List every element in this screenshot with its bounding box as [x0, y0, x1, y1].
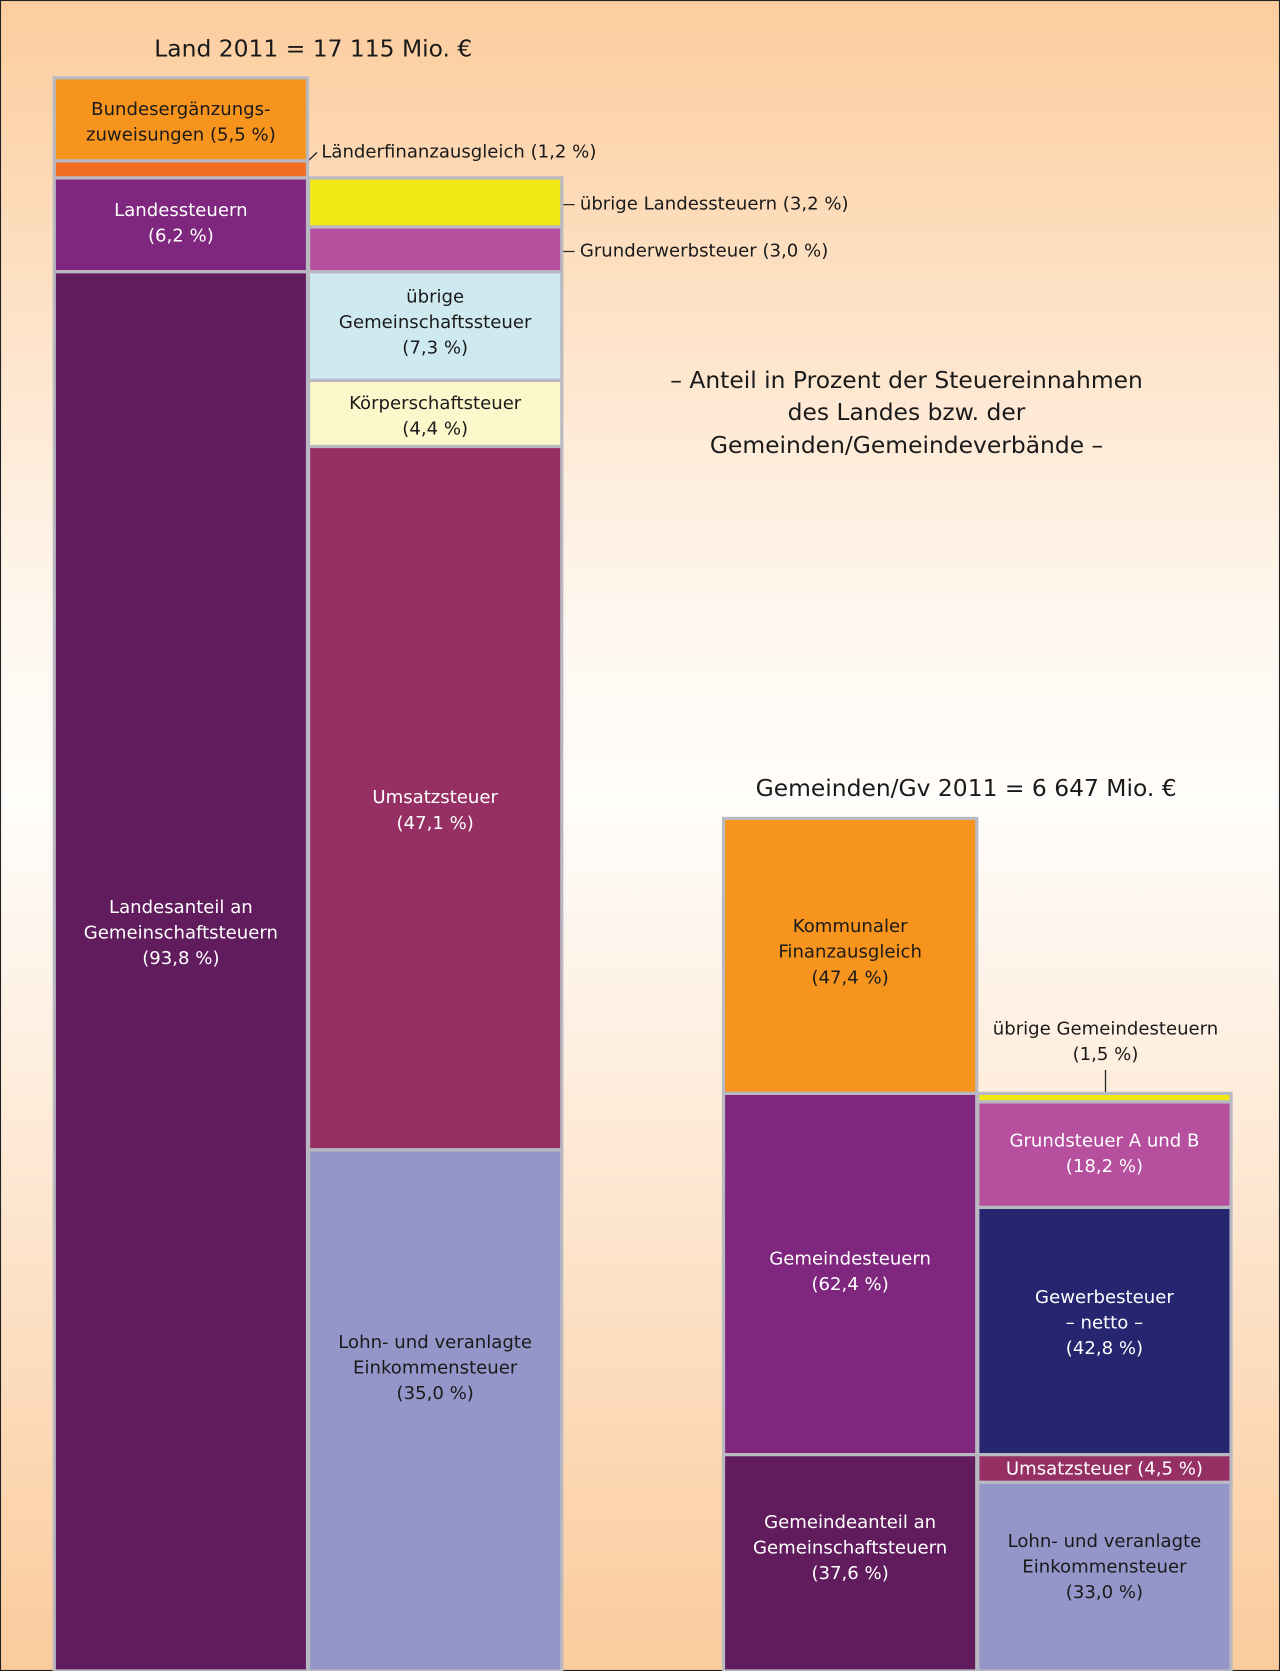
block-label: (4,4 %)	[402, 418, 468, 439]
block-label: Gemeinschaftsteuern	[753, 1537, 947, 1558]
callout: Länderfinanzausgleich (1,2 %)	[321, 141, 596, 162]
block-label: Gemeindesteuern	[769, 1249, 931, 1270]
callout: Grunderwerbsteuer (3,0 %)	[580, 240, 828, 261]
block-label: Kommunaler	[793, 916, 908, 937]
block-label: Landesanteil an	[109, 897, 253, 918]
block-label: (33,0 %)	[1066, 1582, 1143, 1603]
block	[52, 270, 310, 1671]
subtitle: des Landes bzw. der	[788, 398, 1026, 426]
block	[52, 176, 310, 274]
block	[306, 1148, 564, 1671]
block-label: – netto –	[1066, 1313, 1143, 1334]
subtitle: Gemeinden/Gemeindeverbände –	[710, 431, 1103, 459]
callout: übrige Landessteuern (3,2 %)	[580, 194, 849, 215]
block-label: Gemeindeanteil an	[764, 1512, 936, 1533]
block-label: Körperschaftsteuer	[349, 393, 522, 414]
blocks: Bundesergänzungs-zuweisungen (5,5 %) Land…	[52, 76, 1233, 1671]
block-label: (37,6 %)	[811, 1563, 888, 1584]
subtitle: – Anteil in Prozent der Steuereinnahmen	[670, 366, 1143, 394]
block	[52, 159, 310, 180]
block	[976, 1100, 1233, 1210]
block-label: Lohn- und veranlagte	[1008, 1531, 1202, 1552]
block-label: (47,1 %)	[397, 813, 474, 834]
block-label: (62,4 %)	[811, 1274, 888, 1295]
block-label: (93,8 %)	[142, 948, 219, 969]
block-label: (47,4 %)	[811, 967, 888, 988]
block	[306, 378, 564, 449]
block-label: Umsatzsteuer	[372, 787, 498, 808]
block	[306, 225, 564, 274]
block-label: Finanzausgleich	[778, 942, 922, 963]
block	[306, 270, 564, 383]
block-label: Grundsteuer A und B	[1009, 1130, 1199, 1151]
block	[976, 1480, 1233, 1671]
block-label: Bundesergänzungs-	[91, 99, 270, 120]
block-label: übrige	[406, 286, 464, 307]
block-label: Landessteuern	[114, 200, 247, 221]
block-label: zuweisungen (5,5 %)	[86, 124, 276, 145]
block	[976, 1205, 1233, 1457]
block	[306, 176, 564, 229]
block	[721, 1091, 979, 1457]
land-title: Land 2011 = 17 115 Mio. €	[154, 35, 472, 63]
block-label: (7,3 %)	[402, 337, 468, 358]
block	[721, 816, 979, 1095]
block-label: Lohn- und veranlagte	[338, 1332, 532, 1353]
block-label: Gemeinschaftssteuer	[339, 312, 532, 333]
block-label: (18,2 %)	[1066, 1156, 1143, 1177]
block-label: Umsatzsteuer (4,5 %)	[1006, 1459, 1203, 1480]
callout: übrige Gemeindesteuern	[993, 1018, 1218, 1039]
block-label: (35,0 %)	[397, 1383, 474, 1404]
block-label: Einkommensteuer	[1022, 1557, 1187, 1578]
block-label: Einkommensteuer	[353, 1357, 518, 1378]
block-label: (42,8 %)	[1066, 1338, 1143, 1359]
block-label: Gewerbesteuer	[1035, 1287, 1174, 1308]
callout: (1,5 %)	[1073, 1044, 1139, 1065]
block	[306, 444, 564, 1152]
block-label: (6,2 %)	[148, 226, 214, 247]
block	[721, 1453, 979, 1671]
block-label: Gemeinschaftsteuern	[84, 923, 278, 944]
gemeinden-title: Gemeinden/Gv 2011 = 6 647 Mio. €	[756, 774, 1177, 802]
